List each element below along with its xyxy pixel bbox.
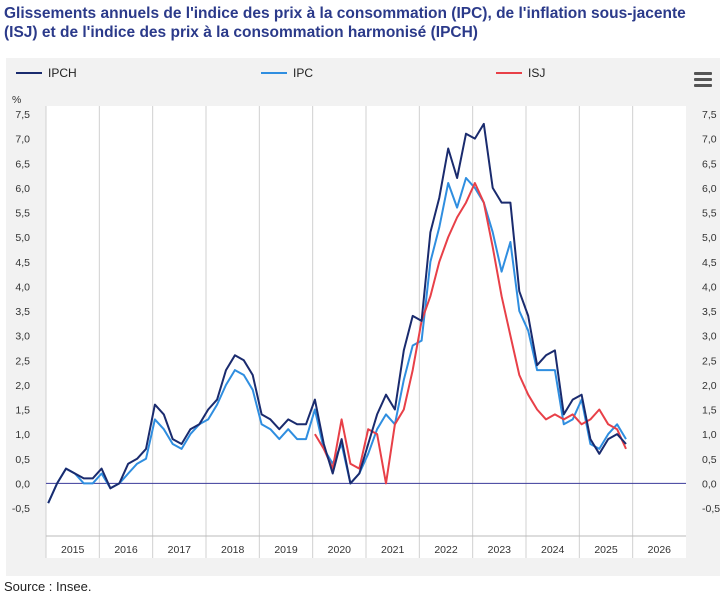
x-tick-label: 2018 bbox=[221, 544, 245, 556]
x-tick-label: 2022 bbox=[434, 544, 458, 556]
y-tick-label-left: 2,5 bbox=[15, 355, 30, 367]
hamburger-menu-icon[interactable] bbox=[692, 70, 714, 90]
y-tick-label-left: 0,0 bbox=[15, 478, 30, 490]
y-tick-label-right: 0,0 bbox=[702, 478, 717, 490]
y-tick-label-right: 4,0 bbox=[702, 281, 717, 293]
y-tick-label-right: 0,5 bbox=[702, 454, 717, 466]
legend-label-ipch: IPCH bbox=[48, 66, 77, 80]
y-tick-label-left: 0,5 bbox=[15, 454, 30, 466]
line-chart: 2015 2016 2017 2018 2019 2020 2021 2022 2023 2024… bbox=[12, 66, 720, 558]
chart-area: 2015 2016 2017 2018 2019 2020 2021 2022 2023 2024… bbox=[6, 58, 720, 576]
chart-title: Glissements annuels de l'indice des prix… bbox=[4, 5, 686, 41]
y-tick-label-left: 6,0 bbox=[15, 183, 30, 195]
y-tick-label-right: 5,5 bbox=[702, 208, 717, 220]
x-tick-label: 2026 bbox=[648, 544, 672, 556]
y-tick-label-left: 7,5 bbox=[15, 109, 30, 121]
series-line-ipch bbox=[47, 122, 627, 504]
y-tick-label-right: 6,0 bbox=[702, 183, 717, 195]
series-line-isj bbox=[314, 182, 627, 485]
legend-label-isj: ISJ bbox=[528, 66, 545, 80]
y-tick-label-right: 2,5 bbox=[702, 355, 717, 367]
y-tick-label-left: -0,5 bbox=[12, 503, 30, 515]
y-tick-label-right: 2,0 bbox=[702, 380, 717, 392]
y-tick-label-left: 4,0 bbox=[15, 281, 30, 293]
x-tick-label: 2023 bbox=[488, 544, 512, 556]
y-tick-label-right: 1,5 bbox=[702, 405, 717, 417]
y-tick-label-left: 3,5 bbox=[15, 306, 30, 318]
x-tick-label: 2020 bbox=[328, 544, 352, 556]
x-tick-label: 2015 bbox=[61, 544, 85, 556]
y-tick-label-left: 1,0 bbox=[15, 429, 30, 441]
y-tick-label-right: 3,0 bbox=[702, 331, 717, 343]
y-tick-label-right: 3,5 bbox=[702, 306, 717, 318]
y-tick-label-left: 3,0 bbox=[15, 331, 30, 343]
x-tick-label: 2019 bbox=[274, 544, 298, 556]
x-tick-label: 2021 bbox=[381, 544, 405, 556]
source-note: Source : Insee. bbox=[4, 579, 92, 594]
x-tick-label: 2017 bbox=[168, 544, 192, 556]
legend-label-ipc: IPC bbox=[293, 66, 313, 80]
y-tick-label-left: 6,5 bbox=[15, 158, 30, 170]
x-tick-label: 2024 bbox=[541, 544, 565, 556]
y-tick-label-left: 2,0 bbox=[15, 380, 30, 392]
y-tick-label-left: 5,0 bbox=[15, 232, 30, 244]
y-axis-unit: % bbox=[12, 94, 21, 106]
y-tick-label-left: 1,5 bbox=[15, 405, 30, 417]
y-tick-label-left: 4,5 bbox=[15, 257, 30, 269]
y-tick-label-right: 6,5 bbox=[702, 158, 717, 170]
y-tick-label-left: 5,5 bbox=[15, 208, 30, 220]
y-tick-label-right: 4,5 bbox=[702, 257, 717, 269]
x-tick-label: 2016 bbox=[114, 544, 138, 556]
y-tick-label-right: 7,5 bbox=[702, 109, 717, 121]
y-tick-label-right: 7,0 bbox=[702, 134, 717, 146]
x-tick-label: 2025 bbox=[594, 544, 618, 556]
y-tick-label-right: -0,5 bbox=[702, 503, 720, 515]
y-tick-label-right: 1,0 bbox=[702, 429, 717, 441]
y-tick-label-left: 7,0 bbox=[15, 134, 30, 146]
y-tick-label-right: 5,0 bbox=[702, 232, 717, 244]
